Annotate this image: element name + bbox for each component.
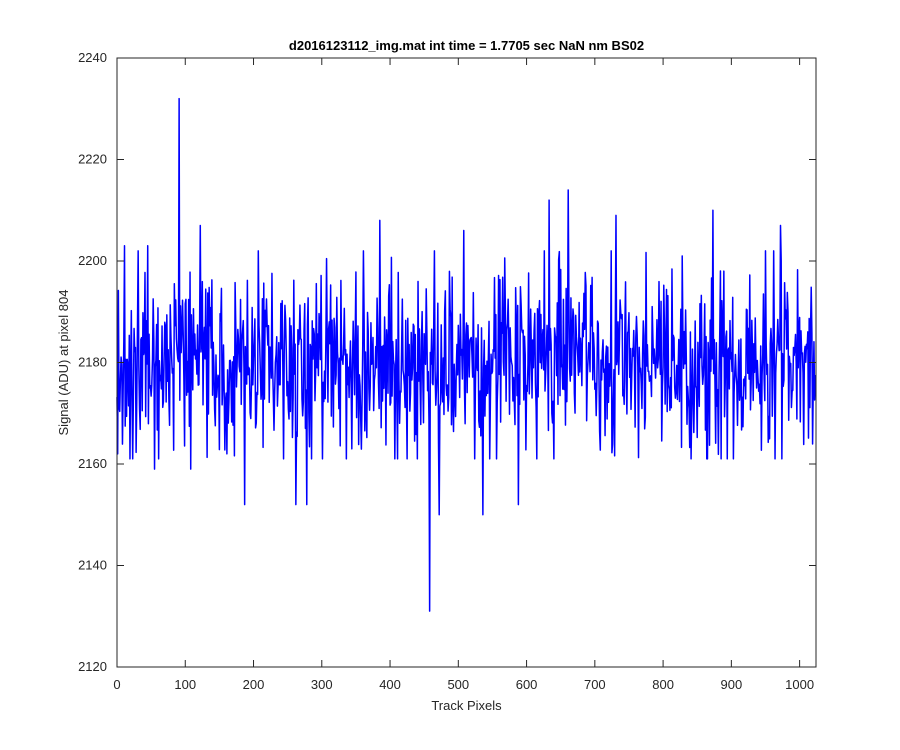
ticks-layer: 0 100 200 300 400 500 600 700 800 900 1000 2120 2140…: [78, 50, 816, 692]
x-tick-label: 800: [652, 677, 674, 692]
x-tick-label: 100: [174, 677, 196, 692]
x-tick-label: 700: [584, 677, 606, 692]
y-tick-label: 2180: [78, 355, 107, 370]
chart-title: d2016123112_img.mat int time = 1.7705 se…: [289, 38, 644, 53]
data-layer: [116, 97, 817, 612]
x-tick-label: 900: [721, 677, 743, 692]
x-tick-label: 1000: [785, 677, 814, 692]
y-tick-label: 2200: [78, 253, 107, 268]
signal-series-line: [116, 97, 817, 612]
x-tick-label: 200: [243, 677, 265, 692]
x-tick-label: 0: [113, 677, 120, 692]
x-tick-label: 400: [379, 677, 401, 692]
y-axis-label: Signal (ADU) at pixel 804: [56, 290, 71, 436]
y-tick-label: 2220: [78, 152, 107, 167]
x-axis-label: Track Pixels: [431, 698, 502, 713]
x-tick-label: 300: [311, 677, 333, 692]
y-tick-label: 2240: [78, 50, 107, 65]
y-tick-label: 2160: [78, 456, 107, 471]
y-tick-label: 2140: [78, 558, 107, 573]
x-tick-label: 500: [447, 677, 469, 692]
y-tick-label: 2120: [78, 659, 107, 674]
x-tick-label: 600: [516, 677, 538, 692]
